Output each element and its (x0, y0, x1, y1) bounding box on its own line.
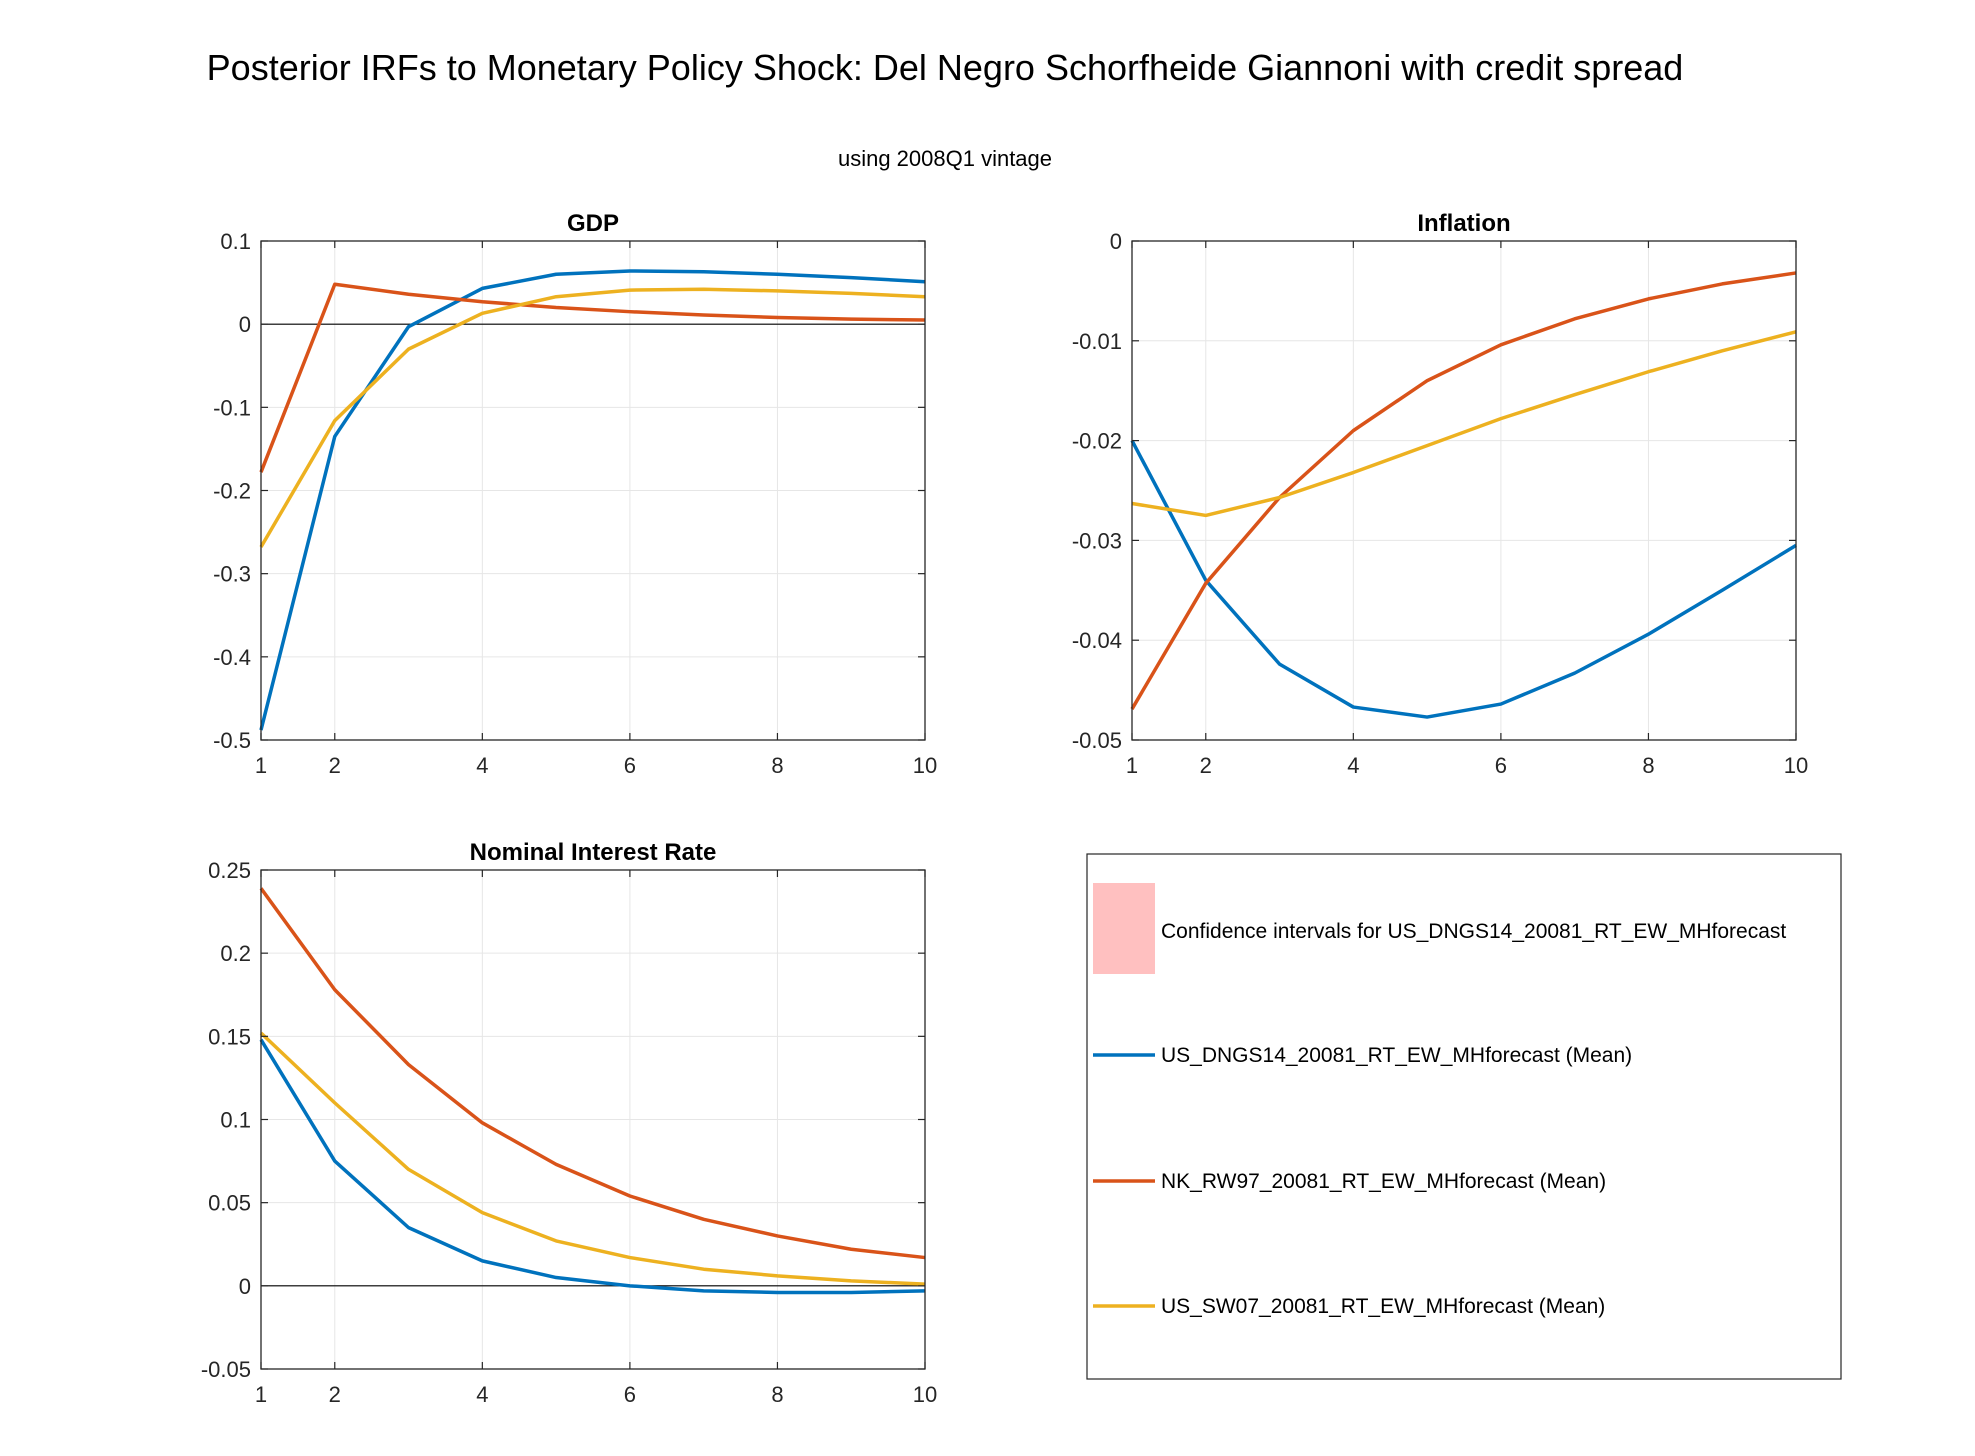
legend-ci-patch (1093, 883, 1155, 974)
nominal-interest-rate-x-tick-label: 1 (255, 1382, 267, 1407)
gdp-x-tick-label: 6 (624, 753, 636, 778)
inflation-y-tick-label: -0.05 (1072, 728, 1122, 753)
figure-subtitle: using 2008Q1 vintage (838, 146, 1052, 171)
nominal-interest-rate-y-tick-label: 0.2 (220, 941, 251, 966)
inflation-x-tick-label: 8 (1642, 753, 1654, 778)
gdp-series-dngs14 (259, 269, 926, 731)
legend-label-dngs14: US_DNGS14_20081_RT_EW_MHforecast (Mean) (1161, 1044, 1632, 1067)
nominal-interest-rate-x-tick-label: 10 (913, 1382, 937, 1407)
inflation-plot-area (1132, 241, 1796, 740)
nominal-interest-rate-y-tick-label: 0.15 (208, 1024, 251, 1049)
nominal-interest-rate-x-tick-label: 2 (329, 1382, 341, 1407)
inflation-panel-title: Inflation (1417, 210, 1510, 237)
nominal-interest-rate-x-tick-label: 8 (771, 1382, 783, 1407)
inflation-y-tick-label: -0.04 (1072, 628, 1122, 653)
inflation-x-tick-label: 6 (1495, 753, 1507, 778)
gdp-y-tick-label: -0.2 (213, 479, 251, 504)
nominal-interest-rate-x-tick-label: 4 (476, 1382, 488, 1407)
gdp-series-sw07 (259, 287, 926, 548)
legend-box (1086, 853, 1842, 1380)
nominal-interest-rate-y-tick-label: 0 (239, 1274, 251, 1299)
inflation-series-rw97 (1130, 271, 1797, 710)
legend-label-rw97: NK_RW97_20081_RT_EW_MHforecast (Mean) (1161, 1170, 1606, 1193)
inflation-x-tick-label: 10 (1784, 753, 1808, 778)
inflation-y-tick-label: 0 (1110, 229, 1122, 254)
inflation-y-tick-label: -0.03 (1072, 528, 1122, 553)
inflation-x-tick-label: 2 (1200, 753, 1212, 778)
nominal-interest-rate-y-tick-label: 0.1 (220, 1108, 251, 1133)
gdp-y-tick-label: 0 (239, 312, 251, 337)
inflation-x-tick-label: 1 (1126, 753, 1138, 778)
nominal-interest-rate-series-sw07 (259, 1031, 926, 1286)
nominal-interest-rate-panel-title: Nominal Interest Rate (470, 839, 717, 866)
inflation-panel: Inflation 1 2 4 6 8 10 -0.05 -0.04 -0.03 -0.02 -0.… (1072, 210, 1808, 778)
legend: Confidence intervals for US_DNGS14_20081… (1086, 853, 1842, 1380)
legend-label-sw07: US_SW07_20081_RT_EW_MHforecast (Mean) (1161, 1295, 1605, 1318)
nominal-interest-rate-series-rw97 (259, 887, 926, 1260)
nominal-interest-rate-y-tick-label: -0.05 (201, 1357, 251, 1382)
nominal-interest-rate-series-dngs14 (259, 1038, 926, 1295)
inflation-series-dngs14 (1130, 439, 1797, 719)
nominal-interest-rate-y-tick-label: 0.25 (208, 858, 251, 883)
inflation-y-tick-label: -0.02 (1072, 429, 1122, 454)
gdp-panel: GDP 1 2 4 6 8 10 -0.5 -0.4 -0.3 -0.2 -0.1 0 0.1 (213, 210, 937, 778)
nominal-interest-rate-y-tick-label: 0.05 (208, 1191, 251, 1216)
gdp-y-tick-label: -0.4 (213, 645, 251, 670)
legend-label-ci: Confidence intervals for US_DNGS14_20081… (1161, 920, 1786, 943)
nominal-interest-rate-x-tick-label: 6 (624, 1382, 636, 1407)
gdp-x-tick-label: 2 (329, 753, 341, 778)
inflation-series-sw07 (1131, 330, 1797, 518)
nominal-interest-rate-panel: Nominal Interest Rate 1 2 4 6 8 10 -0.05 0 0.05 0… (201, 839, 937, 1407)
figure-title: Posterior IRFs to Monetary Policy Shock:… (207, 47, 1684, 88)
gdp-x-tick-label: 4 (476, 753, 488, 778)
inflation-x-tick-label: 4 (1347, 753, 1359, 778)
gdp-series-rw97 (259, 282, 926, 473)
gdp-y-tick-label: 0.1 (220, 229, 251, 254)
inflation-y-tick-label: -0.01 (1072, 329, 1122, 354)
gdp-x-tick-label: 1 (255, 753, 267, 778)
gdp-x-tick-label: 8 (771, 753, 783, 778)
gdp-y-tick-label: -0.5 (213, 728, 251, 753)
gdp-x-tick-label: 10 (913, 753, 937, 778)
inflation-axes-box (1131, 240, 1797, 741)
gdp-y-tick-label: -0.3 (213, 562, 251, 587)
gdp-y-tick-label: -0.1 (213, 395, 251, 420)
gdp-panel-title: GDP (567, 210, 619, 237)
